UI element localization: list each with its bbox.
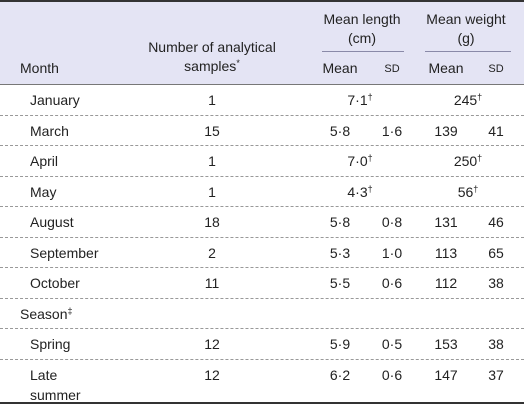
weight-sd-cell: 46 <box>488 214 504 230</box>
samples-cell: 1 <box>208 183 216 200</box>
footnote-mark: * <box>236 58 240 68</box>
cell-text: 4·3 <box>347 183 368 200</box>
table-row: Season‡ <box>0 299 524 329</box>
cell: 7·1† <box>347 90 372 110</box>
cell: 56† <box>458 182 479 202</box>
cell-text: 7·1 <box>347 92 368 108</box>
table-row: May 1 4·3† 56† <box>0 177 524 207</box>
length-sd-cell: 1·6 <box>381 122 403 139</box>
footnote-mark: † <box>367 92 373 102</box>
footnote-mark: † <box>473 183 479 194</box>
month-cell: May <box>30 183 57 200</box>
table-row: January 1 7·1† 245† <box>0 85 524 116</box>
weight-mean-cell: 113 <box>434 244 458 261</box>
length-mean-cell: 6·2 <box>329 366 351 383</box>
cell-text: 250 <box>453 153 478 169</box>
table-header: Month Number of analytical samples* Mean… <box>0 0 524 85</box>
footnote-mark: † <box>477 92 483 102</box>
weight-mean-cell: 153 <box>434 336 458 352</box>
cell: Season‡ <box>20 304 73 324</box>
length-sd-cell: 0·8 <box>381 214 403 230</box>
cell: 250† <box>454 151 482 171</box>
cell: 4·3† <box>347 182 372 202</box>
month-cell: April <box>30 153 59 169</box>
header-rule <box>322 51 404 52</box>
table-row: August 18 5·8 0·8 131 46 <box>0 207 524 238</box>
cell-text: 56 <box>457 183 474 200</box>
weight-mean-cell: 139 <box>434 122 458 139</box>
table-row: September 2 5·3 1·0 113 65 <box>0 238 524 268</box>
weight-sd-cell: 38 <box>488 275 504 291</box>
samples-cell: 18 <box>204 214 220 230</box>
footnote-mark: ‡ <box>67 305 73 316</box>
cell-text: 7·0 <box>347 153 368 169</box>
month-cell: Spring <box>30 336 71 352</box>
weight-sd-cell: 65 <box>488 244 504 261</box>
table-row: October 11 5·5 0·6 112 38 <box>0 268 524 299</box>
cell: 7·0† <box>347 151 372 171</box>
table-row: Late summer 12 6·2 0·6 147 37 <box>0 360 524 404</box>
header-text: Number of analytical samples <box>148 39 276 74</box>
length-sd-cell: 0·6 <box>381 275 403 291</box>
header-cell: Mean <box>322 60 358 76</box>
header-cell: Mean <box>428 60 464 76</box>
length-mean-cell: 5·8 <box>329 214 351 230</box>
weight-mean-cell: 112 <box>434 275 458 291</box>
samples-cell: 12 <box>204 336 220 352</box>
length-sd-cell: 1·0 <box>381 244 403 261</box>
weight-sd-cell: 38 <box>488 336 504 352</box>
month-cell: August <box>30 214 74 230</box>
header-rule <box>425 51 511 52</box>
table-row: Spring 12 5·9 0·5 153 38 <box>0 329 524 360</box>
length-mean-cell: 5·5 <box>329 275 351 291</box>
header-cell: Mean length (cm) <box>323 11 401 46</box>
table-row: April 1 7·0† 250† <box>0 146 524 177</box>
month-cell: September <box>30 244 99 261</box>
samples-cell: 1 <box>208 153 216 169</box>
cell-text: Season <box>20 305 68 322</box>
samples-cell: 2 <box>208 244 216 261</box>
length-sd-cell: 0·5 <box>381 336 403 352</box>
samples-cell: 12 <box>204 366 220 383</box>
table-row: March 15 5·8 1·6 139 41 <box>0 116 524 146</box>
weight-mean-cell: 131 <box>434 214 458 230</box>
footnote-mark: † <box>367 183 373 194</box>
footnote-mark: † <box>477 153 483 163</box>
month-cell: October <box>30 275 80 291</box>
weight-sd-cell: 41 <box>488 122 504 139</box>
cell: 245† <box>454 90 482 110</box>
length-mean-cell: 5·9 <box>329 336 351 352</box>
weight-mean-cell: 147 <box>434 366 458 383</box>
samples-cell: 15 <box>204 122 220 139</box>
month-cell: January <box>30 92 80 108</box>
month-cell: Late summer <box>30 366 81 403</box>
header-cell: SD <box>384 63 400 75</box>
header-cell: Month <box>20 60 59 76</box>
header-cell: SD <box>488 63 504 75</box>
footnote-mark: † <box>367 153 373 163</box>
header-cell: Mean weight (g) <box>426 11 506 46</box>
length-mean-cell: 5·8 <box>329 122 351 139</box>
weight-sd-cell: 37 <box>488 366 504 383</box>
samples-cell: 1 <box>208 92 216 108</box>
cell-text: 245 <box>453 92 478 108</box>
length-sd-cell: 0·6 <box>381 366 403 383</box>
samples-cell: 11 <box>204 275 220 291</box>
header-cell: Number of analytical samples* <box>137 38 287 76</box>
month-cell: March <box>30 122 69 139</box>
length-mean-cell: 5·3 <box>329 244 351 261</box>
